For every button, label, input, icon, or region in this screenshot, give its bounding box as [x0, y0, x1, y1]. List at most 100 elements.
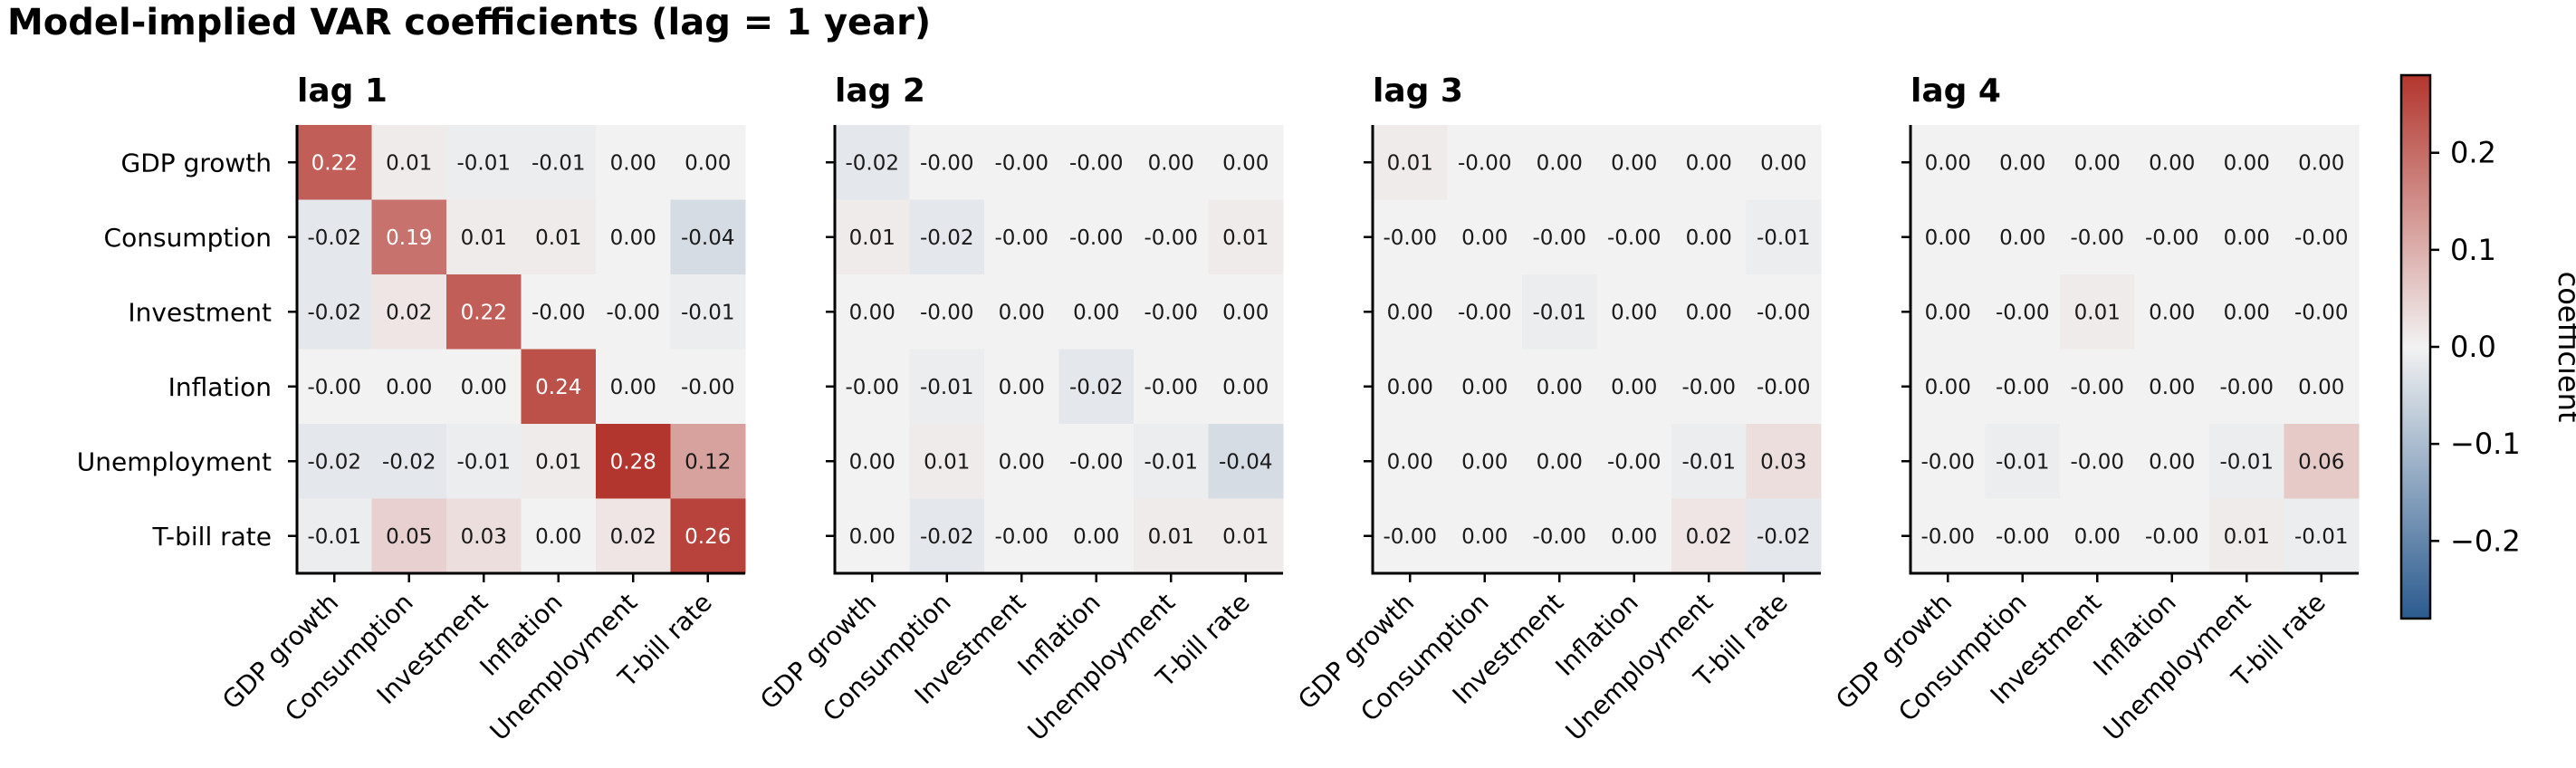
heatmap-cell	[1373, 125, 1448, 200]
panel-title: lag 2	[835, 72, 925, 110]
heatmap-cell	[446, 349, 522, 425]
cell-value-label: -0.01	[456, 450, 511, 474]
cell-value-label: 0.19	[386, 226, 432, 250]
heatmap-cell	[2060, 498, 2135, 574]
heatmap-cell	[1522, 199, 1597, 275]
cell-value-label: -0.00	[1144, 226, 1198, 250]
heatmap-cell	[521, 199, 597, 275]
cell-value-label: 0.01	[1222, 525, 1269, 549]
heatmap-cell	[984, 274, 1059, 350]
cell-value-label: 0.01	[2074, 301, 2121, 324]
heatmap-cell	[1985, 424, 2061, 499]
colorbar-tick-label: 0.1	[2450, 233, 2496, 267]
heatmap-cell	[1134, 498, 1209, 574]
heatmap-cell	[1671, 349, 1747, 425]
heatmap-cell	[2060, 274, 2135, 350]
cell-value-label: 0.00	[1925, 151, 1971, 175]
cell-value-label: 0.00	[2149, 376, 2195, 399]
cell-value-label: 0.01	[535, 226, 581, 250]
x-tick-label: Consumption	[817, 588, 956, 727]
cell-value-label: 0.00	[2149, 450, 2195, 474]
heatmap-cell	[1910, 125, 1986, 200]
cell-value-label: 0.06	[2298, 450, 2344, 474]
cell-value-label: 0.00	[999, 450, 1045, 474]
heatmap-cell	[1910, 424, 1986, 499]
heatmap-cell	[2060, 424, 2135, 499]
heatmap-cell	[2284, 274, 2360, 350]
cell-value-label: 0.00	[1925, 301, 1971, 324]
heatmap-cell	[297, 274, 372, 350]
cell-value-label: 0.01	[386, 151, 432, 175]
heatmap-cell	[1746, 349, 1822, 425]
cell-value-label: -0.01	[456, 151, 511, 175]
heatmap-cell	[297, 424, 372, 499]
cell-value-label: -0.00	[1996, 376, 2050, 399]
heatmap-cell	[1447, 424, 1523, 499]
cell-value-label: -0.02	[845, 151, 899, 175]
heatmap-cell	[1058, 199, 1135, 275]
cell-value-label: 0.00	[2074, 151, 2121, 175]
heatmap-cell	[1373, 349, 1448, 425]
cell-value-label: -0.00	[1144, 301, 1198, 324]
cell-value-label: 0.00	[1611, 525, 1657, 549]
cell-value-label: -0.01	[681, 301, 735, 324]
cell-value-label: -0.01	[2294, 525, 2349, 549]
y-tick-label: Consumption	[104, 223, 272, 253]
cell-value-label: -0.00	[1069, 450, 1124, 474]
cell-value-label: -0.00	[1607, 226, 1661, 250]
cell-value-label: 0.12	[685, 450, 731, 474]
heatmap-cell	[1447, 274, 1523, 350]
heatmap-cell	[2134, 274, 2210, 350]
cell-value-label: -0.00	[2070, 450, 2124, 474]
heatmap-cell	[521, 274, 597, 350]
heatmap-cell	[984, 125, 1059, 200]
y-tick-label: Investment	[128, 297, 272, 327]
cell-value-label: -0.00	[2145, 525, 2199, 549]
cell-value-label: 0.22	[311, 151, 358, 175]
heatmap-cell	[1596, 125, 1672, 200]
cell-value-label: 0.00	[1222, 376, 1269, 399]
heatmap-cell	[2284, 349, 2360, 425]
heatmap-cell	[1058, 274, 1135, 350]
cell-value-label: 0.00	[1387, 450, 1433, 474]
heatmap-cell	[1746, 125, 1822, 200]
heatmap-cell	[1447, 199, 1523, 275]
chart-title: Model-implied VAR coefficients (lag = 1 …	[7, 2, 932, 43]
colorbar: −0.2 −0.1 0.0 0.1 0.2 coefficient	[2399, 73, 2576, 620]
heatmap-cell	[835, 349, 910, 425]
heatmap-cell	[596, 274, 671, 350]
cell-value-label: -0.00	[1383, 525, 1437, 549]
y-tick-label: GDP growth	[121, 148, 272, 178]
heatmap-cell	[596, 349, 671, 425]
heatmap-cell	[2209, 498, 2284, 574]
cell-value-label: 0.00	[2149, 301, 2195, 324]
cell-value-label: 0.01	[461, 226, 507, 250]
panel-title: lag 1	[297, 72, 388, 110]
heatmap-cell	[1985, 274, 2061, 350]
cell-value-label: 0.00	[1760, 151, 1806, 175]
heatmap-cell	[909, 125, 985, 200]
heatmap-cell	[521, 498, 597, 574]
cell-value-label: 0.00	[1222, 301, 1269, 324]
cell-value-label: -0.02	[382, 450, 436, 474]
cell-value-label: 0.01	[1387, 151, 1433, 175]
cell-value-label: -0.00	[2219, 376, 2274, 399]
cell-value-label: 0.02	[386, 301, 432, 324]
heatmap-cell	[670, 424, 746, 499]
cell-value-label: 0.00	[1148, 151, 1194, 175]
heatmap-cell	[446, 498, 522, 574]
heatmap-cell	[1058, 424, 1135, 499]
heatmap-cell	[1985, 498, 2061, 574]
cell-value-label: -0.00	[531, 301, 586, 324]
cell-value-label: -0.00	[1144, 376, 1198, 399]
cell-value-label: -0.00	[994, 226, 1049, 250]
cell-value-label: -0.01	[920, 376, 974, 399]
cell-value-label: -0.00	[681, 376, 735, 399]
heatmap-cell	[2209, 349, 2284, 425]
heatmap-cell	[909, 274, 985, 350]
heatmap-cell	[1373, 424, 1448, 499]
y-tick-label: T-bill rate	[151, 522, 272, 552]
heatmap-cell	[446, 125, 522, 200]
cell-value-label: 0.00	[1686, 151, 1732, 175]
